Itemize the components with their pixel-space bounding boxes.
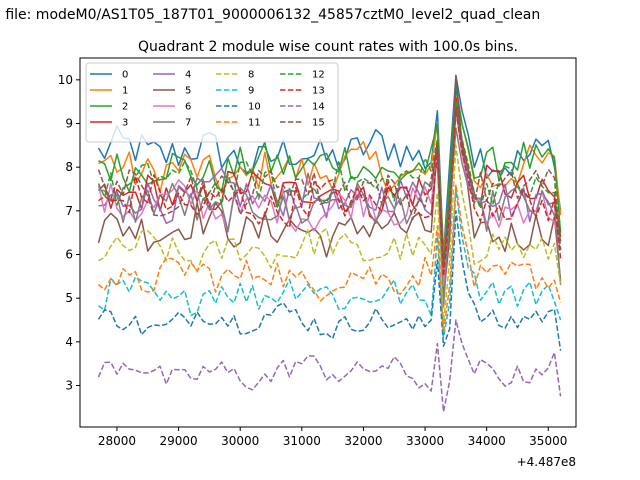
figure-suptitle: n file: modeM0/AS1T05_187T01_9000006132_… <box>0 7 540 23</box>
legend-label-11: 11 <box>248 118 261 129</box>
legend-label-14: 14 <box>312 102 325 113</box>
series-line-11 <box>98 183 562 334</box>
x-tick-label: 28000 <box>98 434 136 448</box>
series-line-15 <box>97 105 562 269</box>
series-line-14 <box>97 319 562 413</box>
legend-label-12: 12 <box>312 70 325 81</box>
series-line-13 <box>98 109 562 278</box>
legend-frame <box>85 62 339 143</box>
series-layer <box>97 74 562 413</box>
legend-label-5: 5 <box>185 86 191 97</box>
legend-label-7: 7 <box>185 118 191 129</box>
y-tick-label: 9 <box>65 117 73 131</box>
legend-label-9: 9 <box>248 86 254 97</box>
series-line-7 <box>98 127 562 308</box>
x-tick-label: 31000 <box>283 434 321 448</box>
series-line-5 <box>97 74 562 299</box>
x-tick-label: 34000 <box>468 434 506 448</box>
y-tick-label: 3 <box>65 379 73 393</box>
x-tick-label: 30000 <box>221 434 259 448</box>
legend-label-15: 15 <box>312 118 325 129</box>
x-tick-label: 29000 <box>159 434 197 448</box>
series-line-12 <box>97 100 562 264</box>
x-tick-label: 35000 <box>529 434 567 448</box>
series-line-10 <box>97 210 562 351</box>
legend-label-10: 10 <box>248 102 261 113</box>
y-tick-label: 7 <box>65 204 73 218</box>
legend-label-8: 8 <box>248 70 254 81</box>
legend-label-13: 13 <box>312 86 325 97</box>
y-tick-label: 5 <box>65 291 73 305</box>
series-line-9 <box>98 188 562 339</box>
y-tick-label: 6 <box>65 248 73 262</box>
legend-label-0: 0 <box>122 70 128 81</box>
legend-label-2: 2 <box>122 102 128 113</box>
x-axis: 28000 29000 30000 31000 32000 33000 34000 35000 <box>98 427 567 448</box>
series-line-2 <box>98 87 562 273</box>
series-line-8 <box>98 144 562 326</box>
y-tick-label: 10 <box>58 73 73 87</box>
y-tick-label: 8 <box>65 160 73 174</box>
legend-label-3: 3 <box>122 118 128 129</box>
y-tick-label: 4 <box>65 335 73 349</box>
x-tick-label: 33000 <box>406 434 444 448</box>
legend-label-1: 1 <box>122 86 128 97</box>
legend-label-4: 4 <box>185 70 191 81</box>
y-axis: 3 4 5 6 7 8 9 10 <box>58 73 80 393</box>
x-tick-label: 32000 <box>344 434 382 448</box>
x-axis-offset-label: +4.487e8 <box>517 455 576 469</box>
legend-label-6: 6 <box>185 102 191 113</box>
chart-title: Quadrant 2 module wise count rates with … <box>138 39 518 55</box>
plot-frame <box>79 57 577 428</box>
